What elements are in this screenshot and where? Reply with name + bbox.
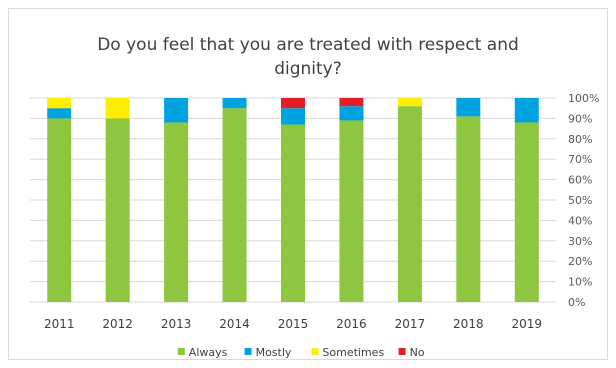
y-tick-label: 10% — [568, 276, 592, 289]
x-axis-ticks: 2011 2012 2013 2014 2015 2016 2017 2018 2019 — [44, 317, 542, 331]
x-tick-label: 2016 — [336, 317, 367, 331]
legend: Always Mostly Sometimes No — [177, 346, 425, 359]
x-tick-label: 2017 — [395, 317, 426, 331]
bars — [47, 98, 539, 303]
y-tick-label: 0% — [568, 296, 585, 309]
bar-mostly-2018 — [456, 98, 481, 117]
bar-always-2014 — [222, 108, 247, 302]
x-tick-label: 2018 — [453, 317, 484, 331]
x-tick-label: 2011 — [44, 317, 75, 331]
bar-always-2016 — [339, 120, 364, 302]
bar-mostly-2016 — [339, 106, 364, 121]
y-axis-ticks: 0% 10% 20% 30% 40% 50% 60% 70% 80% 90% 100% — [568, 92, 599, 309]
y-tick-label: 60% — [568, 174, 592, 187]
legend-swatch-mostly — [244, 348, 252, 355]
bar-sometimes-2011 — [47, 98, 72, 109]
bar-always-2012 — [105, 118, 130, 303]
y-tick-label: 20% — [568, 255, 592, 268]
chart-title-line-2: dignity? — [274, 59, 342, 79]
bar-mostly-2013 — [164, 98, 189, 123]
x-tick-label: 2013 — [161, 317, 192, 331]
bar-mostly-2014 — [222, 98, 247, 109]
x-tick-label: 2015 — [278, 317, 309, 331]
legend-label-no: No — [410, 346, 425, 359]
chart-title-line-1: Do you feel that you are treated with re… — [97, 35, 519, 55]
x-tick-label: 2019 — [512, 317, 543, 331]
y-tick-label: 80% — [568, 133, 592, 146]
bar-mostly-2011 — [47, 108, 72, 119]
bar-mostly-2019 — [514, 98, 539, 123]
legend-label-always: Always — [189, 346, 228, 359]
y-tick-label: 50% — [568, 194, 592, 207]
bar-always-2011 — [47, 118, 72, 303]
legend-label-sometimes: Sometimes — [322, 346, 384, 359]
y-tick-label: 70% — [568, 153, 592, 166]
bar-no-2016 — [339, 98, 364, 107]
y-tick-label: 40% — [568, 214, 592, 227]
bar-always-2015 — [281, 124, 305, 303]
legend-label-mostly: Mostly — [256, 346, 292, 359]
bar-always-2013 — [164, 122, 189, 302]
bar-always-2019 — [514, 122, 539, 302]
bar-no-2015 — [281, 98, 305, 109]
bar-sometimes-2017 — [397, 98, 422, 107]
legend-swatch-sometimes — [311, 348, 319, 355]
bar-mostly-2015 — [281, 108, 305, 125]
bar-always-2017 — [397, 106, 422, 302]
bar-always-2018 — [456, 116, 481, 302]
x-tick-label: 2014 — [219, 317, 250, 331]
bar-sometimes-2012 — [105, 98, 130, 119]
legend-swatch-no — [398, 348, 406, 355]
y-tick-label: 100% — [568, 92, 599, 105]
x-tick-label: 2012 — [102, 317, 133, 331]
legend-swatch-always — [177, 348, 185, 355]
y-tick-label: 30% — [568, 235, 592, 248]
y-tick-label: 90% — [568, 112, 592, 125]
